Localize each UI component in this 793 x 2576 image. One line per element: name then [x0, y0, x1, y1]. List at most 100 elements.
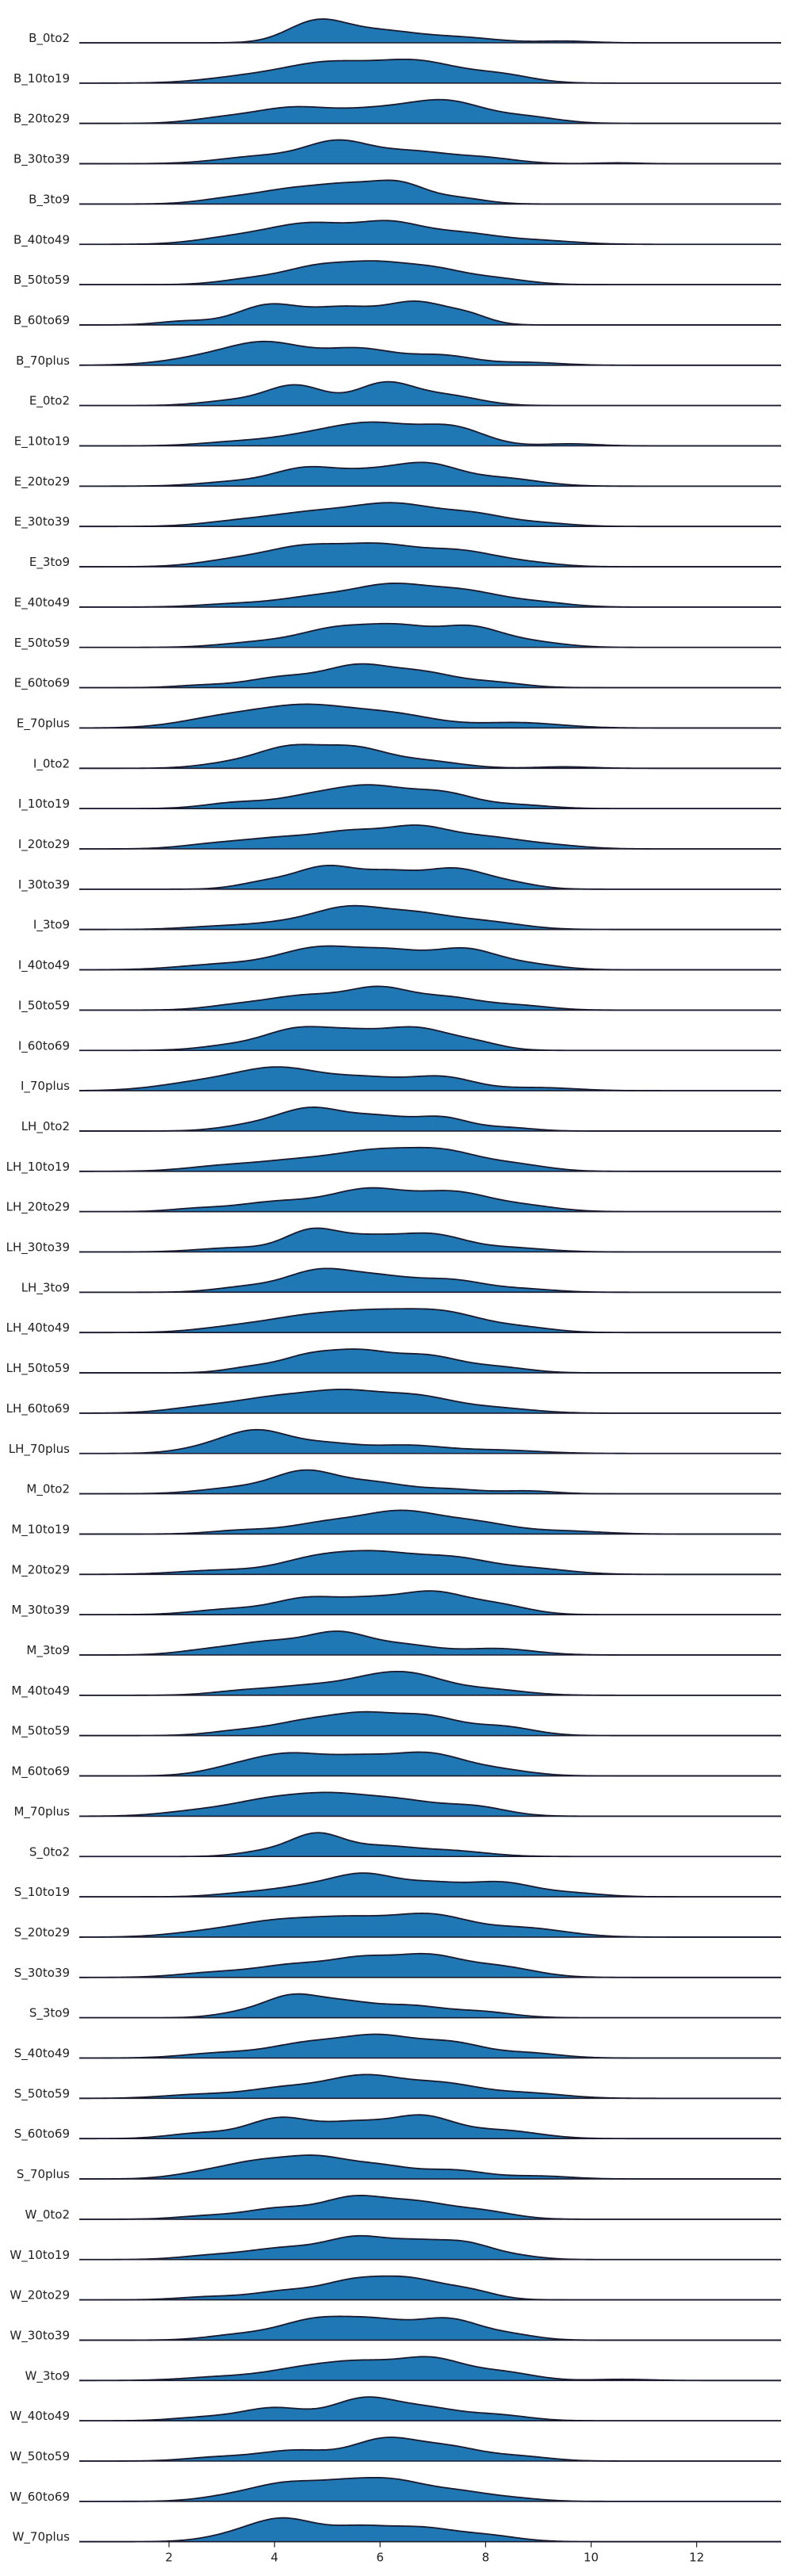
- density-area-S_10to19: [79, 1873, 781, 1898]
- density-area-B_0to2: [79, 19, 781, 43]
- density-area-I_40to49: [79, 946, 781, 970]
- density-area-M_10to19: [79, 1510, 781, 1535]
- density-area-M_20to29: [79, 1550, 781, 1575]
- density-area-S_40to49: [79, 2034, 781, 2058]
- density-area-E_50to59: [79, 623, 781, 648]
- density-area-LH_60to69: [79, 1389, 781, 1413]
- ridge-row-B_50to59: B_50to59: [13, 260, 781, 288]
- row-label-E_10to19: E_10to19: [14, 434, 70, 449]
- ridge-row-I_10to19: I_10to19: [18, 784, 781, 812]
- density-area-LH_70plus: [79, 1429, 781, 1454]
- ridge-row-S_30to39: S_30to39: [14, 1952, 781, 1981]
- density-area-S_60to69: [79, 2115, 781, 2139]
- row-label-E_50to59: E_50to59: [14, 636, 70, 651]
- ridge-row-M_30to39: M_30to39: [11, 1590, 781, 1618]
- density-area-B_40to49: [79, 220, 781, 245]
- density-area-E_40to49: [79, 583, 781, 607]
- ridge-row-M_3to9: M_3to9: [26, 1630, 781, 1658]
- ridge-row-W_60to69: W_60to69: [10, 2476, 781, 2505]
- ridge-row-B_3to9: B_3to9: [29, 179, 781, 207]
- density-area-M_3to9: [79, 1631, 781, 1655]
- density-area-S_20to29: [79, 1913, 781, 1937]
- row-label-I_50to59: I_50to59: [18, 998, 70, 1013]
- row-label-M_70plus: M_70plus: [13, 1804, 70, 1819]
- density-area-W_30to39: [79, 2316, 781, 2341]
- row-label-B_60to69: B_60to69: [13, 313, 70, 328]
- density-area-I_3to9: [79, 905, 781, 930]
- ridge-row-B_70plus: B_70plus: [16, 340, 781, 369]
- row-label-LH_10to19: LH_10to19: [6, 1160, 70, 1175]
- row-label-B_3to9: B_3to9: [29, 192, 70, 207]
- row-label-I_0to2: I_0to2: [33, 756, 70, 771]
- ridge-rows: B_0to2 B_10to19 B_20to29 B_30to39 B_3to9 B_40…: [6, 18, 781, 2545]
- row-label-W_50to59: W_50to59: [10, 2449, 70, 2464]
- ridge-row-E_3to9: E_3to9: [29, 542, 781, 570]
- row-label-W_0to2: W_0to2: [25, 2207, 70, 2222]
- row-label-W_20to29: W_20to29: [10, 2288, 70, 2303]
- density-area-B_20to29: [79, 99, 781, 124]
- density-area-W_3to9: [79, 2356, 781, 2381]
- ridge-row-W_40to49: W_40to49: [10, 2396, 781, 2424]
- row-label-LH_30to39: LH_30to39: [6, 1240, 70, 1256]
- row-label-S_70plus: S_70plus: [17, 2167, 70, 2182]
- row-label-W_30to39: W_30to39: [10, 2328, 70, 2343]
- row-label-I_10to19: I_10to19: [18, 797, 70, 812]
- density-area-W_0to2: [79, 2195, 781, 2219]
- ridge-row-W_0to2: W_0to2: [25, 2194, 781, 2222]
- ridge-row-M_50to59: M_50to59: [11, 1710, 781, 1739]
- ridge-row-I_60to69: I_60to69: [18, 1026, 781, 1053]
- ridge-row-LH_40to49: LH_40to49: [6, 1308, 781, 1336]
- row-label-M_30to39: M_30to39: [11, 1603, 70, 1618]
- ridge-row-LH_60to69: LH_60to69: [6, 1389, 781, 1416]
- ridge-row-E_0to2: E_0to2: [29, 380, 781, 409]
- density-area-LH_0to2: [79, 1106, 781, 1131]
- density-area-B_50to59: [79, 261, 781, 285]
- density-area-LH_10to19: [79, 1147, 781, 1171]
- x-tick-label: 8: [482, 2551, 490, 2565]
- row-label-LH_50to59: LH_50to59: [6, 1361, 70, 1376]
- row-label-E_60to69: E_60to69: [14, 676, 70, 691]
- density-area-E_10to19: [79, 422, 781, 446]
- ridge-row-B_40to49: B_40to49: [13, 220, 781, 247]
- row-label-B_70plus: B_70plus: [16, 354, 70, 369]
- ridge-row-E_40to49: E_40to49: [14, 582, 781, 610]
- row-label-E_30to39: E_30to39: [14, 514, 70, 529]
- ridge-row-I_70plus: I_70plus: [21, 1066, 781, 1094]
- ridge-row-W_10to19: W_10to19: [10, 2234, 781, 2263]
- density-area-E_60to69: [79, 663, 781, 688]
- density-area-I_10to19: [79, 785, 781, 809]
- row-label-S_50to59: S_50to59: [14, 2086, 70, 2101]
- ridge-row-I_20to29: I_20to29: [18, 824, 781, 852]
- ridge-row-I_3to9: I_3to9: [33, 904, 781, 933]
- ridge-row-S_60to69: S_60to69: [14, 2114, 781, 2142]
- ridge-row-M_70plus: M_70plus: [13, 1791, 781, 1819]
- ridge-row-W_30to39: W_30to39: [10, 2315, 781, 2343]
- x-tick-label: 10: [584, 2551, 599, 2565]
- ridge-row-LH_20to29: LH_20to29: [6, 1187, 781, 1215]
- ridge-row-W_50to59: W_50to59: [10, 2436, 781, 2464]
- row-label-E_70plus: E_70plus: [17, 716, 70, 731]
- density-area-W_60to69: [79, 2477, 781, 2501]
- ridge-row-M_60to69: M_60to69: [11, 1751, 781, 1779]
- density-area-I_30to39: [79, 865, 781, 889]
- row-label-I_3to9: I_3to9: [33, 918, 70, 933]
- ridge-row-E_50to59: E_50to59: [14, 622, 781, 651]
- ridge-row-LH_3to9: LH_3to9: [21, 1267, 781, 1295]
- density-area-M_60to69: [79, 1752, 781, 1776]
- row-label-W_40to49: W_40to49: [10, 2409, 70, 2424]
- density-area-M_40to49: [79, 1671, 781, 1695]
- ridge-row-M_20to29: M_20to29: [11, 1550, 781, 1577]
- ridge-row-I_40to49: I_40to49: [18, 945, 781, 973]
- density-area-E_20to29: [79, 462, 781, 487]
- row-label-M_3to9: M_3to9: [26, 1643, 70, 1658]
- ridge-row-E_10to19: E_10to19: [14, 421, 781, 449]
- row-label-E_20to29: E_20to29: [14, 474, 70, 489]
- row-label-B_50to59: B_50to59: [13, 273, 70, 288]
- ridge-row-S_50to59: S_50to59: [14, 2073, 781, 2101]
- density-area-W_50to59: [79, 2437, 781, 2461]
- row-label-LH_3to9: LH_3to9: [21, 1280, 70, 1295]
- density-area-I_0to2: [79, 744, 781, 769]
- ridge-row-I_0to2: I_0to2: [33, 743, 781, 771]
- density-area-W_70plus: [79, 2517, 781, 2542]
- row-label-M_20to29: M_20to29: [11, 1562, 70, 1577]
